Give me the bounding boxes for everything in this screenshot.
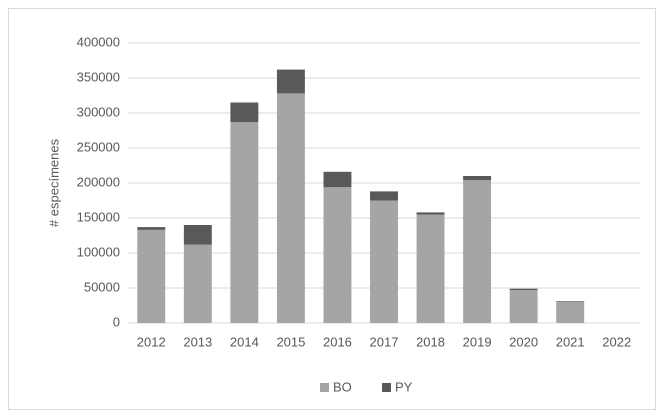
x-tick-label: 2021 [556, 334, 585, 349]
x-tick-label: 2016 [323, 334, 352, 349]
y-tick-label: 250000 [77, 139, 120, 154]
x-tick-label: 2015 [276, 334, 305, 349]
x-tick-label: 2020 [509, 334, 538, 349]
bar-segment [370, 191, 398, 201]
bar-segment [370, 200, 398, 323]
bar-segment [137, 227, 166, 230]
x-tick-label: 2014 [230, 334, 259, 349]
bar-segment [556, 301, 585, 302]
legend-swatch [320, 383, 329, 392]
bar-segment [416, 214, 445, 323]
bar-segment [183, 244, 212, 323]
bar-segment [183, 225, 212, 245]
bar-segment [230, 122, 259, 323]
x-tick-label: 2017 [370, 334, 399, 349]
x-tick-label: 2022 [602, 334, 631, 349]
bar-segment [137, 229, 166, 323]
bar-segment [323, 171, 352, 188]
y-tick-label: 400000 [77, 34, 120, 49]
legend-label: PY [395, 379, 413, 394]
y-tick-label: 100000 [77, 244, 120, 259]
y-tick-label: 150000 [77, 209, 120, 224]
bar-segment [323, 187, 352, 323]
legend-swatch [382, 383, 391, 392]
bar-segment [276, 69, 305, 94]
y-tick-label: 50000 [84, 279, 120, 294]
bar-segment [230, 102, 259, 123]
y-tick-label: 350000 [77, 69, 120, 84]
bar-segment [509, 290, 538, 323]
y-axis-label: # especímenes [46, 138, 61, 227]
bar-segment [276, 93, 305, 324]
y-tick-label: 200000 [77, 174, 120, 189]
bar-segment [463, 180, 492, 323]
bar-segment [556, 302, 585, 323]
bar-segment [463, 176, 492, 181]
y-tick-label: 300000 [77, 104, 120, 119]
bar-segment [509, 288, 538, 291]
x-tick-label: 2013 [183, 334, 212, 349]
x-tick-label: 2012 [137, 334, 166, 349]
y-tick-label: 0 [113, 314, 120, 329]
legend-label: BO [333, 379, 352, 394]
bar-segment [416, 212, 445, 215]
x-tick-label: 2019 [463, 334, 492, 349]
x-tick-label: 2018 [416, 334, 445, 349]
